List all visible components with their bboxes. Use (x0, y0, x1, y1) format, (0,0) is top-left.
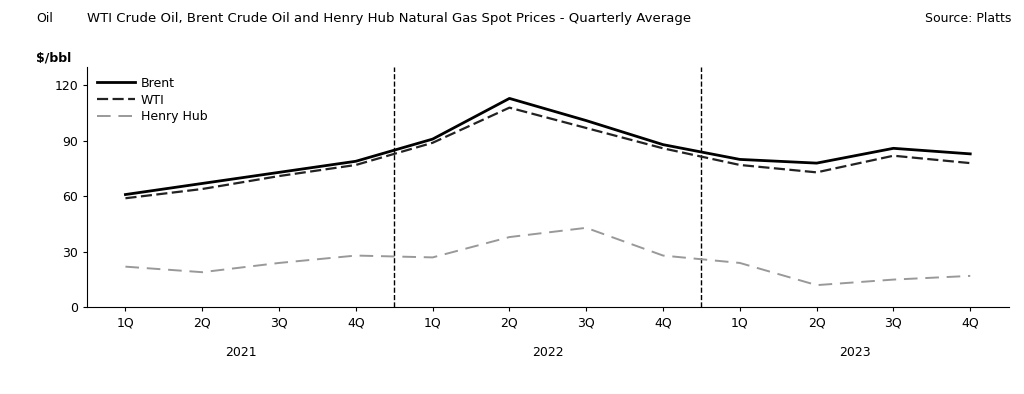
WTI (349, 163, 362, 167)
Brent (504, 96, 515, 101)
WTI (887, 153, 900, 158)
WTI (580, 126, 592, 130)
Henry Hub (119, 264, 131, 269)
Henry Hub (272, 260, 285, 265)
WTI (426, 140, 438, 145)
Brent (810, 161, 822, 165)
Text: Oil: Oil (36, 12, 52, 25)
WTI (657, 146, 670, 151)
Brent (657, 142, 670, 147)
Brent (119, 192, 131, 197)
Brent (272, 170, 285, 175)
WTI (504, 105, 515, 110)
Text: 2022: 2022 (532, 346, 563, 359)
Henry Hub (887, 277, 900, 282)
Text: WTI Crude Oil, Brent Crude Oil and Henry Hub Natural Gas Spot Prices - Quarterly: WTI Crude Oil, Brent Crude Oil and Henry… (87, 12, 691, 25)
Line: Henry Hub: Henry Hub (125, 228, 971, 285)
WTI (733, 163, 745, 167)
Henry Hub (426, 255, 438, 260)
Brent (887, 146, 900, 151)
Brent (965, 152, 977, 156)
Henry Hub (965, 273, 977, 278)
Henry Hub (657, 253, 670, 258)
Text: 2021: 2021 (225, 346, 256, 359)
Brent (349, 159, 362, 164)
Henry Hub (197, 270, 209, 275)
Brent (197, 181, 209, 186)
Henry Hub (810, 283, 822, 288)
Henry Hub (504, 235, 515, 240)
Brent (426, 137, 438, 141)
Text: 2023: 2023 (840, 346, 870, 359)
WTI (119, 196, 131, 201)
Text: Source: Platts: Source: Platts (926, 12, 1012, 25)
Henry Hub (349, 253, 362, 258)
Legend: Brent, WTI, Henry Hub: Brent, WTI, Henry Hub (93, 73, 211, 127)
Brent (733, 157, 745, 162)
WTI (965, 161, 977, 165)
WTI (197, 187, 209, 191)
Line: Brent: Brent (125, 98, 971, 195)
WTI (810, 170, 822, 175)
Line: WTI: WTI (125, 108, 971, 198)
WTI (272, 174, 285, 178)
Henry Hub (580, 225, 592, 230)
Brent (580, 118, 592, 123)
Henry Hub (733, 260, 745, 265)
Text: $/bbl: $/bbl (36, 51, 71, 64)
